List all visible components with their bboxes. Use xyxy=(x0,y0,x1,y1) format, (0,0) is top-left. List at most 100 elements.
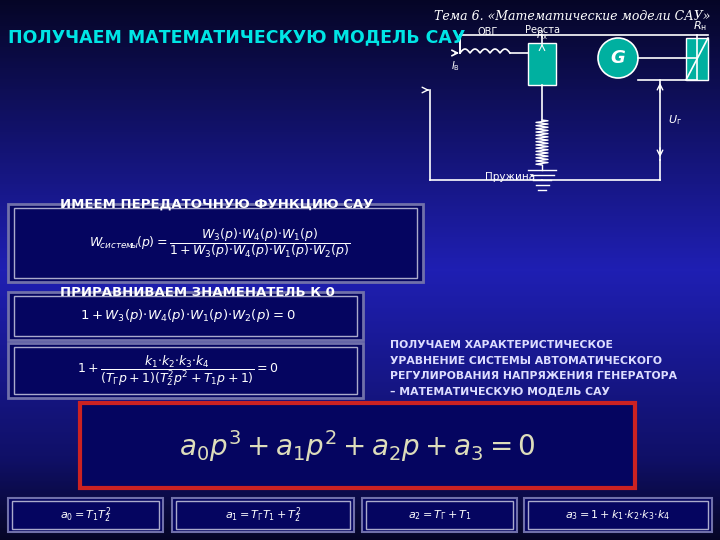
Bar xyxy=(0,267,720,268)
Bar xyxy=(0,323,720,324)
Bar xyxy=(0,498,720,499)
Text: $R_{\rm н}$: $R_{\rm н}$ xyxy=(693,19,707,33)
Bar xyxy=(0,37,720,38)
Bar xyxy=(0,205,720,206)
Bar xyxy=(0,184,720,185)
Bar xyxy=(0,395,720,396)
Bar xyxy=(0,170,720,171)
Bar xyxy=(0,408,720,409)
Bar xyxy=(0,91,720,92)
Bar xyxy=(362,498,517,532)
Bar xyxy=(0,449,720,450)
Bar xyxy=(0,22,720,23)
Bar xyxy=(0,508,720,509)
Bar xyxy=(0,447,720,448)
Bar xyxy=(0,524,720,525)
Bar xyxy=(0,269,720,270)
Bar xyxy=(0,132,720,133)
Text: ИМЕЕМ ПЕРЕДАТОЧНУЮ ФУНКЦИЮ САУ: ИМЕЕМ ПЕРЕДАТОЧНУЮ ФУНКЦИЮ САУ xyxy=(60,198,374,211)
Bar xyxy=(0,522,720,523)
Bar xyxy=(0,474,720,475)
Bar xyxy=(0,511,720,512)
Bar xyxy=(0,307,720,308)
Bar xyxy=(0,347,720,348)
Bar xyxy=(0,109,720,110)
Bar xyxy=(0,539,720,540)
Bar xyxy=(0,484,720,485)
Bar xyxy=(0,79,720,80)
Bar xyxy=(0,117,720,118)
Bar xyxy=(0,101,720,102)
Bar xyxy=(0,158,720,159)
Bar xyxy=(0,254,720,255)
Bar xyxy=(0,249,720,250)
Bar xyxy=(0,456,720,457)
Bar xyxy=(0,262,720,263)
Bar xyxy=(0,296,720,297)
Bar xyxy=(0,364,720,365)
Bar xyxy=(0,398,720,399)
Bar xyxy=(0,306,720,307)
Bar xyxy=(0,259,720,260)
Bar xyxy=(0,44,720,45)
Bar xyxy=(0,41,720,42)
Bar xyxy=(0,399,720,400)
Bar xyxy=(0,414,720,415)
Bar xyxy=(0,421,720,422)
Bar xyxy=(0,243,720,244)
Bar xyxy=(0,504,720,505)
Bar xyxy=(0,3,720,4)
Bar xyxy=(0,332,720,333)
Bar xyxy=(0,210,720,211)
Bar xyxy=(0,212,720,213)
Bar xyxy=(0,354,720,355)
Bar xyxy=(0,258,720,259)
Bar xyxy=(0,165,720,166)
Bar xyxy=(0,139,720,140)
Bar xyxy=(0,460,720,461)
Bar xyxy=(8,204,423,282)
Bar xyxy=(0,459,720,460)
Bar xyxy=(0,359,720,360)
Bar xyxy=(0,309,720,310)
Bar xyxy=(0,381,720,382)
Bar xyxy=(0,312,720,313)
Bar xyxy=(0,90,720,91)
Text: ПОЛУЧАЕМ МАТЕМАТИЧЕСКУЮ МОДЕЛЬ САУ: ПОЛУЧАЕМ МАТЕМАТИЧЕСКУЮ МОДЕЛЬ САУ xyxy=(8,28,465,46)
Bar xyxy=(0,326,720,327)
Bar xyxy=(0,266,720,267)
Bar xyxy=(0,515,720,516)
Bar xyxy=(0,228,720,229)
Bar xyxy=(0,135,720,136)
Bar xyxy=(0,203,720,204)
Bar xyxy=(0,164,720,165)
Bar xyxy=(0,251,720,252)
Bar xyxy=(0,363,720,364)
Bar xyxy=(0,469,720,470)
Bar xyxy=(0,64,720,65)
Bar xyxy=(0,8,720,9)
Bar xyxy=(0,337,720,338)
Bar xyxy=(0,61,720,62)
Bar xyxy=(0,24,720,25)
Bar xyxy=(0,106,720,107)
Bar xyxy=(0,45,720,46)
Bar xyxy=(0,350,720,351)
Bar xyxy=(0,311,720,312)
Bar xyxy=(0,482,720,483)
Bar xyxy=(0,162,720,163)
Bar xyxy=(0,450,720,451)
Bar xyxy=(0,166,720,167)
Bar xyxy=(0,161,720,162)
Bar xyxy=(0,235,720,236)
Bar xyxy=(0,367,720,368)
Bar xyxy=(0,53,720,54)
Text: ПОЛУЧАЕМ ХАРАКТЕРИСТИЧЕСКОЕ
УРАВНЕНИЕ СИСТЕМЫ АВТОМАТИЧЕСКОГО
РЕГУЛИРОВАНИЯ НАПР: ПОЛУЧАЕМ ХАРАКТЕРИСТИЧЕСКОЕ УРАВНЕНИЕ СИ… xyxy=(390,340,677,397)
Bar xyxy=(0,293,720,294)
Bar xyxy=(0,119,720,120)
Bar xyxy=(0,298,720,299)
Bar xyxy=(0,389,720,390)
Bar xyxy=(0,402,720,403)
Bar xyxy=(366,501,513,529)
Bar xyxy=(80,403,635,488)
